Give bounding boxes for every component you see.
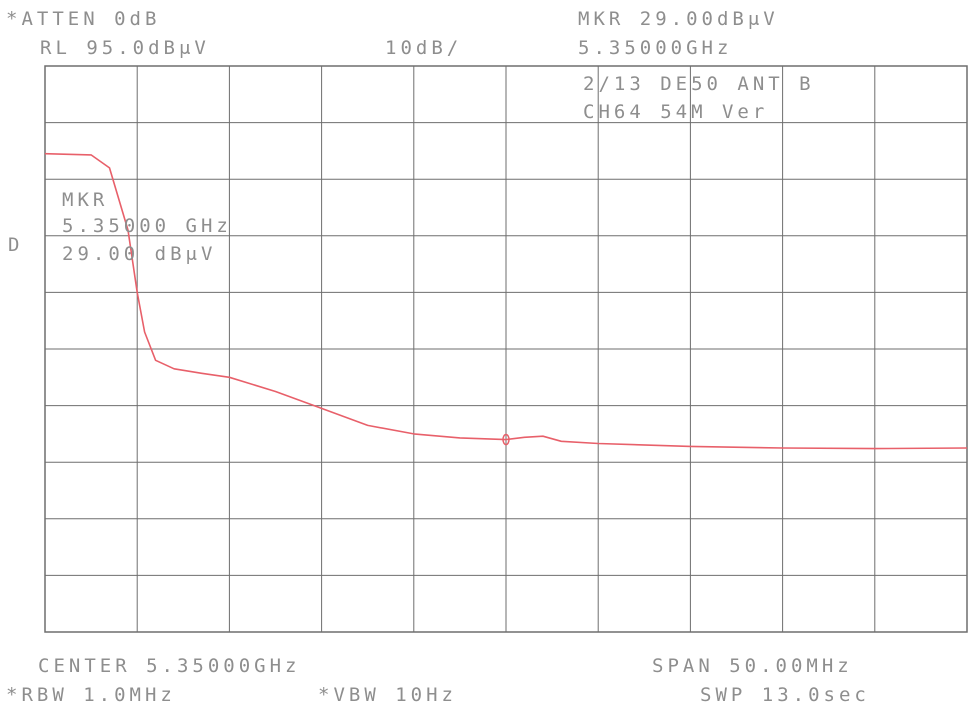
- annotation-line-1: 2/13 DE50 ANT B: [583, 73, 815, 95]
- display-mode-indicator: D: [8, 234, 24, 256]
- marker-point: [502, 433, 510, 446]
- center-frequency: CENTER 5.35000GHz: [38, 655, 301, 677]
- spectrum-trace: [44, 152, 968, 450]
- annotation-line-2: CH64 54M Ver: [583, 101, 769, 123]
- marker-box-frequency: 5.35000 GHz: [62, 215, 232, 237]
- marker-box-level: 29.00 dBμV: [62, 243, 217, 265]
- marker-level-readout: MKR 29.00dBμV: [578, 8, 779, 30]
- span-setting: SPAN 50.00MHz: [652, 655, 853, 677]
- video-bandwidth: *VBW 10Hz: [318, 684, 457, 706]
- atten-setting: *ATTEN 0dB: [6, 8, 161, 30]
- scale-per-division: 10dB/: [385, 37, 463, 59]
- sweep-time: SWP 13.0sec: [700, 684, 870, 706]
- trace-layer: [44, 152, 968, 450]
- marker-box-label: MKR: [62, 189, 109, 211]
- resolution-bandwidth: *RBW 1.0MHz: [6, 684, 176, 706]
- graticule: [44, 65, 968, 633]
- reference-level: RL 95.0dBμV: [40, 37, 210, 59]
- marker-frequency-readout: 5.35000GHz: [578, 37, 733, 59]
